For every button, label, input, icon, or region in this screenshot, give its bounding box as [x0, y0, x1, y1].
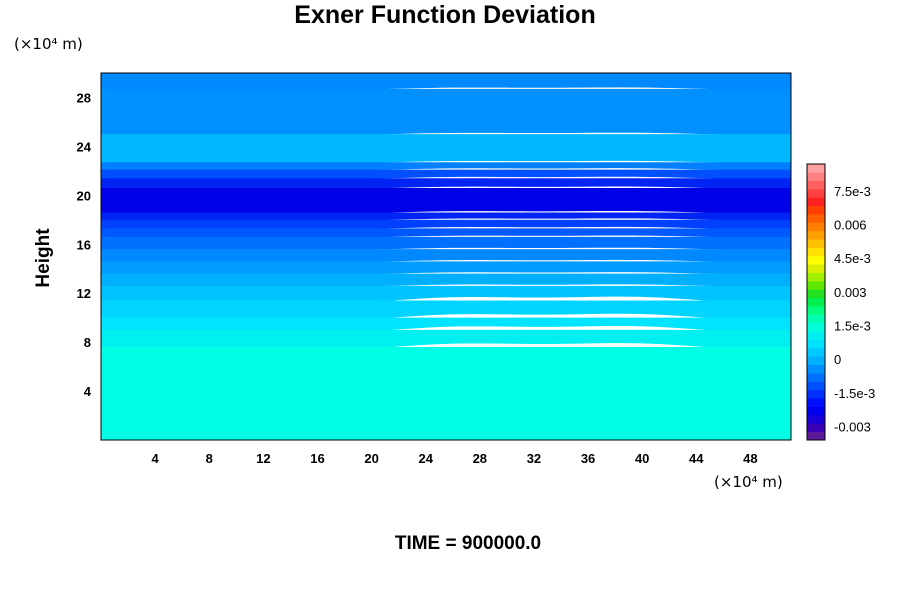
colorbar-swatch	[807, 297, 825, 307]
colorbar-swatch	[807, 331, 825, 340]
colorbar-ticks: -0.003 -1.5e-3 0 1.5e-3 0.003 4.5e-3 0.006 7.5e…	[834, 184, 875, 435]
colorbar-swatch	[807, 222, 825, 232]
colorbar-swatch	[807, 239, 825, 248]
time-label: TIME = 900000.0	[395, 533, 541, 554]
x-axis-ticks: 4 8 12 16 20 24 28 32 36 40 44 48	[152, 451, 758, 466]
colorbar-tick-label: 1.5e-3	[834, 319, 871, 334]
contour-band	[101, 187, 791, 215]
colorbar-swatch	[807, 389, 825, 399]
colorbar-swatch	[807, 364, 825, 374]
colorbar-swatch	[807, 214, 825, 223]
colorbar-swatch	[807, 256, 825, 265]
chart-title: Exner Function Deviation	[294, 1, 595, 29]
x-tick-label: 40	[635, 451, 649, 466]
x-tick-label: 28	[473, 451, 487, 466]
x-tick-label: 36	[581, 451, 595, 466]
y-tick-label: 4	[84, 384, 92, 399]
x-tick-label: 16	[310, 451, 324, 466]
x-tick-label: 32	[527, 451, 541, 466]
contour-band	[101, 73, 791, 91]
contour-band	[101, 329, 791, 352]
colorbar-swatch	[807, 281, 825, 290]
contour-band	[101, 236, 791, 251]
y-tick-label: 20	[77, 188, 91, 203]
contour-band	[101, 249, 791, 264]
colorbar-swatch	[807, 423, 825, 432]
x-tick-label: 12	[256, 451, 270, 466]
contour-band	[101, 273, 791, 288]
colorbar-swatch	[807, 172, 825, 182]
colorbar-tick-label: -1.5e-3	[834, 386, 875, 401]
colorbar-swatch	[807, 322, 825, 332]
x-tick-label: 20	[364, 451, 378, 466]
colorbar-tick-label: 0.003	[834, 285, 867, 300]
colorbar-swatch	[807, 339, 825, 349]
colorbar-swatch	[807, 373, 825, 382]
y-axis-label: Height	[33, 228, 54, 288]
colorbar-tick-label: 0.006	[834, 218, 867, 233]
x-axis-unit: (×10⁴ m)	[714, 473, 783, 491]
y-tick-label: 8	[84, 335, 91, 350]
colorbar-frame	[806, 163, 826, 441]
colorbar-swatch	[807, 431, 825, 441]
contour-band	[101, 88, 791, 136]
contour-band	[101, 285, 791, 305]
colorbar-swatch	[807, 381, 825, 391]
colorbar-swatch	[807, 348, 825, 357]
y-axis-unit: (×10⁴ m)	[14, 35, 83, 53]
colorbar-swatch	[807, 164, 825, 173]
colorbar-swatch	[807, 398, 825, 407]
colorbar-tick-label: 4.5e-3	[834, 251, 871, 266]
y-tick-label: 12	[77, 286, 91, 301]
x-tick-label: 48	[743, 451, 757, 466]
y-tick-label: 24	[77, 139, 92, 154]
colorbar-swatch	[807, 205, 825, 215]
x-tick-label: 44	[689, 451, 704, 466]
contour-band	[101, 212, 791, 222]
colorbar-swatch	[807, 272, 825, 282]
contour-band	[101, 169, 791, 180]
contour-band	[101, 162, 791, 172]
colorbar-swatch	[807, 189, 825, 198]
contour-band	[101, 261, 791, 276]
contour-band	[101, 178, 791, 190]
colorbar-tick-label: -0.003	[834, 420, 871, 435]
plot-frame	[100, 72, 792, 441]
contour-band	[101, 300, 791, 322]
plot-area	[101, 73, 791, 440]
x-tick-label: 24	[418, 451, 433, 466]
colorbar-swatch	[807, 289, 825, 299]
contour-band	[101, 347, 791, 440]
contour-band	[101, 134, 791, 164]
colorbar-swatch	[807, 197, 825, 207]
colorbar-swatch	[807, 314, 825, 324]
colorbar-swatch	[807, 180, 825, 190]
contour-band	[101, 228, 791, 239]
y-tick-label: 28	[77, 90, 91, 105]
contour-band	[101, 219, 791, 230]
colorbar-swatch	[807, 406, 825, 416]
y-axis-ticks: 4 8 12 16 20 24 28	[77, 90, 92, 399]
colorbar-swatch	[807, 264, 825, 274]
x-tick-label: 4	[152, 451, 160, 466]
colorbar-swatch	[807, 414, 825, 424]
colorbar-swatch	[807, 230, 825, 240]
colorbar-swatch	[807, 356, 825, 366]
y-tick-label: 16	[77, 237, 91, 252]
colorbar-swatch	[807, 306, 825, 315]
colorbar	[807, 164, 825, 441]
colorbar-tick-label: 7.5e-3	[834, 184, 871, 199]
colorbar-swatch	[807, 247, 825, 257]
x-tick-label: 8	[206, 451, 213, 466]
colorbar-tick-label: 0	[834, 352, 841, 367]
